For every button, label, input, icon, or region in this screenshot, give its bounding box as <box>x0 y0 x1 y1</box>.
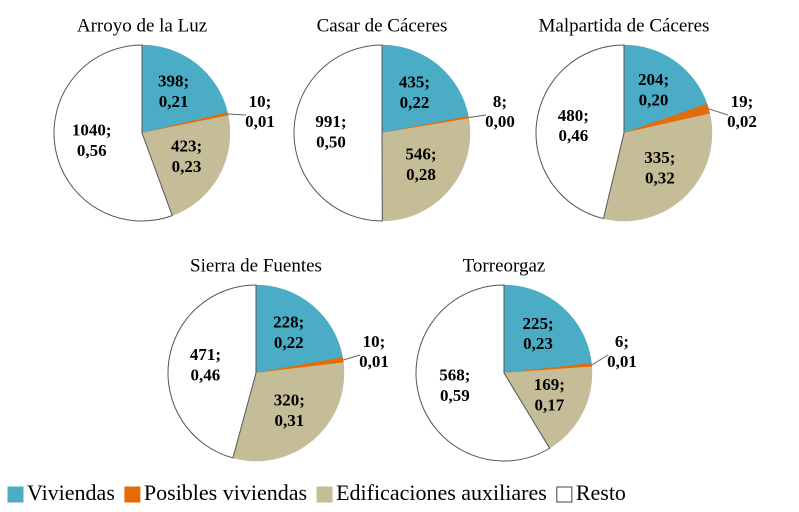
data-label: 435; 0,22 <box>399 72 430 111</box>
data-label: 228; 0,22 <box>273 313 304 352</box>
pie-slice <box>503 284 592 374</box>
pie-slice <box>415 284 551 462</box>
data-label: 8; 0,00 <box>485 92 515 131</box>
leader-line <box>227 113 247 116</box>
pie-title: Torreorgaz <box>463 255 546 276</box>
pie-title: Casar de Cáceres <box>317 15 448 36</box>
pie-slice <box>293 44 383 222</box>
pie-slice <box>381 44 469 134</box>
leader-line <box>468 114 487 118</box>
pie-title: Malpartida de Cáceres <box>539 15 710 36</box>
data-label: 10; 0,01 <box>359 332 389 371</box>
data-label: 423; 0,23 <box>171 137 202 176</box>
pie-slice <box>381 118 471 222</box>
pie-slice <box>255 284 343 374</box>
data-label: 169; 0,17 <box>534 375 565 414</box>
pie-title: Arroyo de la Luz <box>77 15 207 36</box>
pie-slice <box>535 44 625 220</box>
pie-slice <box>232 362 345 462</box>
data-label: 204; 0,20 <box>638 70 669 109</box>
legend-label: Viviendas <box>27 480 115 505</box>
leader-line <box>708 108 729 116</box>
pie-slice <box>141 115 231 216</box>
data-label: 225; 0,23 <box>522 314 553 353</box>
pie-slice <box>603 113 713 222</box>
data-label: 991; 0,50 <box>315 112 346 151</box>
legend-swatch <box>7 486 24 503</box>
pie-slice <box>503 366 593 449</box>
leader-line <box>591 354 609 366</box>
legend-label: Resto <box>576 480 626 505</box>
legend-label: Posibles viviendas <box>144 480 307 505</box>
data-label: 10; 0,01 <box>245 92 275 131</box>
data-label: 471; 0,46 <box>190 345 221 384</box>
data-label: 568; 0,59 <box>439 365 470 404</box>
legend-label: Edificaciones auxiliares <box>336 480 547 505</box>
legend-swatch <box>124 486 141 503</box>
data-label: 19; 0,02 <box>727 92 757 131</box>
pie-slice <box>53 44 173 222</box>
data-label: 1040; 0,56 <box>72 121 112 160</box>
pie-slice <box>167 284 257 459</box>
data-label: 335; 0,32 <box>644 148 675 187</box>
legend-swatch <box>556 486 573 503</box>
data-label: 480; 0,46 <box>558 106 589 145</box>
legend-swatch <box>316 486 333 503</box>
data-label: 320; 0,31 <box>274 390 305 429</box>
leader-line <box>342 354 361 361</box>
data-label: 546; 0,28 <box>405 145 436 184</box>
data-label: 398; 0,21 <box>158 72 189 111</box>
pie-slice <box>141 44 228 134</box>
pie-title: Sierra de Fuentes <box>190 255 322 276</box>
data-label: 6; 0,01 <box>607 332 637 371</box>
